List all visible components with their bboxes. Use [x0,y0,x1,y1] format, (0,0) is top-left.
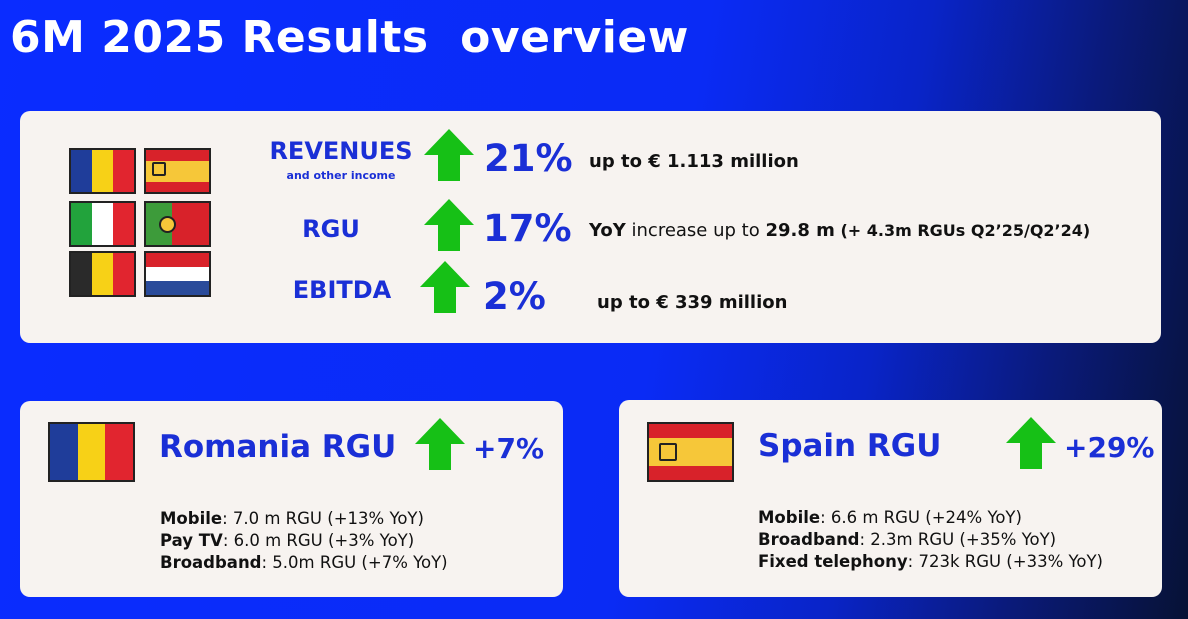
romania-flag [69,148,136,194]
revenues-sublabel: and other income [286,169,396,182]
up-arrow-icon [424,129,474,181]
up-arrow-icon [420,261,470,313]
romania-rgu-title: Romania RGU [159,429,397,465]
revenues-label: REVENUES [269,137,413,165]
up-arrow-icon [415,418,465,470]
netherlands-flag [144,251,211,297]
list-item: Pay TV: 6.0 m RGU (+3% YoY) [160,531,415,550]
spain-rgu-title: Spain RGU [758,428,942,464]
rgu-label: RGU [302,215,360,243]
page-title: 6M 2025 Results overview [10,12,689,63]
portugal-flag [144,201,211,247]
spain-card: Spain RGU +29% Mobile: 6.6 m RGU (+24% Y… [619,400,1162,597]
list-item: Broadband: 2.3m RGU (+35% YoY) [758,530,1057,549]
belgium-flag [69,251,136,297]
spain-flag [144,148,211,194]
italy-flag [69,201,136,247]
list-item: Mobile: 6.6 m RGU (+24% YoY) [758,508,1022,527]
spain-flag [647,422,734,482]
list-item: Broadband: 5.0m RGU (+7% YoY) [160,553,448,572]
ebitda-label: EBITDA [292,276,392,304]
revenues-desc: up to € 1.113 million [589,151,799,172]
romania-breakdown: Mobile: 7.0 m RGU (+13% YoY) Pay TV: 6.0… [160,508,448,574]
revenues-pct: 21% [484,137,573,180]
ebitda-desc: up to € 339 million [597,292,788,313]
up-arrow-icon [1006,417,1056,469]
spain-rgu-pct: +29% [1064,431,1155,464]
list-item: Mobile: 7.0 m RGU (+13% YoY) [160,509,424,528]
up-arrow-icon [424,199,474,251]
summary-card: REVENUES and other income 21% up to € 1.… [20,111,1161,343]
rgu-desc: YoY increase up to 29.8 m (+ 4.3m RGUs Q… [589,220,1091,241]
romania-flag [48,422,135,482]
list-item: Fixed telephony: 723k RGU (+33% YoY) [758,552,1103,571]
rgu-pct: 17% [483,207,572,250]
romania-card: Romania RGU +7% Mobile: 7.0 m RGU (+13% … [20,401,563,597]
ebitda-pct: 2% [483,275,546,318]
spain-breakdown: Mobile: 6.6 m RGU (+24% YoY) Broadband: … [758,507,1103,573]
romania-rgu-pct: +7% [473,432,544,465]
